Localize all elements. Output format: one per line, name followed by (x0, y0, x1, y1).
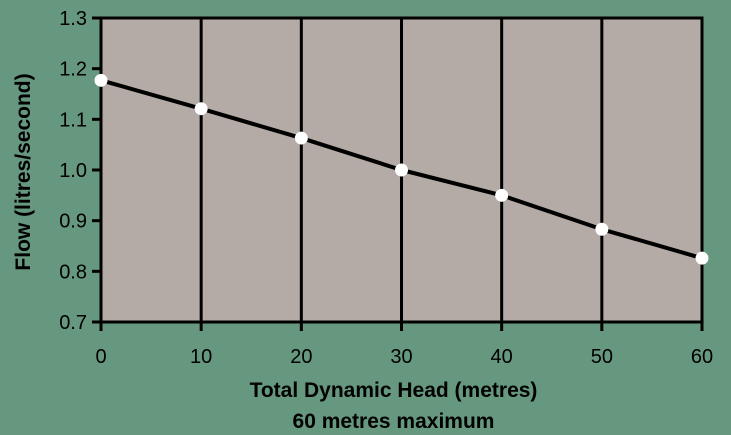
x-tick-label-10: 10 (190, 346, 212, 368)
series-layer (94, 73, 709, 265)
x-tick-label-0: 0 (95, 346, 106, 368)
data-point-40 (495, 188, 509, 202)
x-axis-subtitle: 60 metres maximum (293, 410, 495, 433)
x-axis-title: Total Dynamic Head (metres) (250, 379, 538, 402)
x-tick-label-30: 30 (390, 346, 412, 368)
y-axis-title: Flow (litres/second) (12, 73, 35, 270)
y-tick-label-0.8: 0.8 (59, 261, 87, 283)
data-point-30 (395, 163, 408, 177)
x-tick-label-50: 50 (591, 346, 613, 368)
y-tick-label-1.1: 1.1 (59, 109, 87, 131)
y-tick-labels: 0.7 0.8 0.9 1.0 1.1 1.2 1.3 (59, 8, 87, 334)
y-tick-label-1.2: 1.2 (59, 59, 87, 81)
data-point-50 (595, 222, 609, 236)
y-tick-label-1.3: 1.3 (59, 8, 87, 30)
data-point-0 (94, 73, 108, 87)
x-tick-label-60: 60 (691, 346, 713, 368)
x-tick-label-40: 40 (491, 346, 513, 368)
y-tick-label-1.0: 1.0 (59, 160, 87, 182)
y-tick-label-0.9: 0.9 (59, 211, 87, 233)
y-tick-label-0.7: 0.7 (59, 312, 87, 334)
x-tick-label-20: 20 (290, 346, 312, 368)
data-point-20 (294, 131, 308, 145)
data-point-10 (194, 102, 208, 116)
tick-marks (92, 16, 704, 331)
data-point-60 (695, 251, 709, 265)
x-tick-labels: 0 10 20 30 40 50 60 (95, 346, 713, 368)
